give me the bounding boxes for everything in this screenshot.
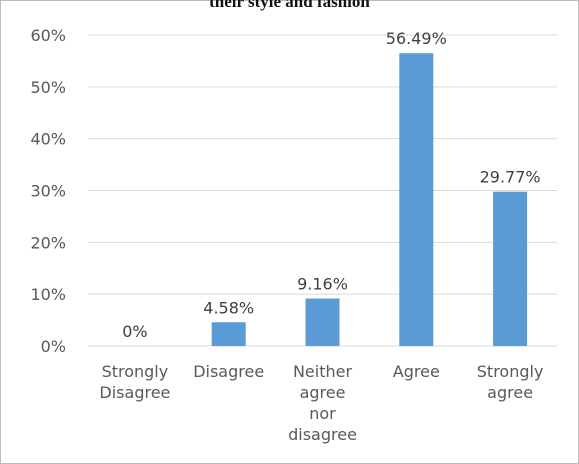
y-tick-label: 10% [30,285,66,304]
x-tick-label: Disagree [99,383,170,402]
x-tick-label: nor [309,404,336,423]
y-tick-label: 0% [41,337,66,356]
x-tick-label: Neither [293,362,353,381]
y-tick-label: 50% [30,78,66,97]
y-tick-label: 40% [30,130,66,149]
x-tick-label: Agree [393,362,440,381]
chart-title: their style and fashion [209,0,370,11]
data-label: 29.77% [480,168,541,187]
data-label: 0% [122,322,147,341]
data-label: 4.58% [203,298,254,317]
chart-title-area: their style and fashion [0,0,579,14]
bar [399,53,434,346]
y-tick-label: 30% [30,182,66,201]
y-tick-label: 60% [30,26,66,45]
x-tick-label: disagree [288,425,357,444]
bar [493,191,528,346]
bar [211,322,246,346]
y-tick-label: 20% [30,233,66,252]
x-tick-label: agree [487,383,533,402]
data-label: 56.49% [386,29,447,48]
x-tick-label: Disagree [193,362,264,381]
x-tick-label: Strongly [477,362,544,381]
bar [305,298,340,346]
x-tick-label: agree [300,383,346,402]
data-label: 9.16% [297,275,348,294]
x-tick-label: Strongly [102,362,169,381]
